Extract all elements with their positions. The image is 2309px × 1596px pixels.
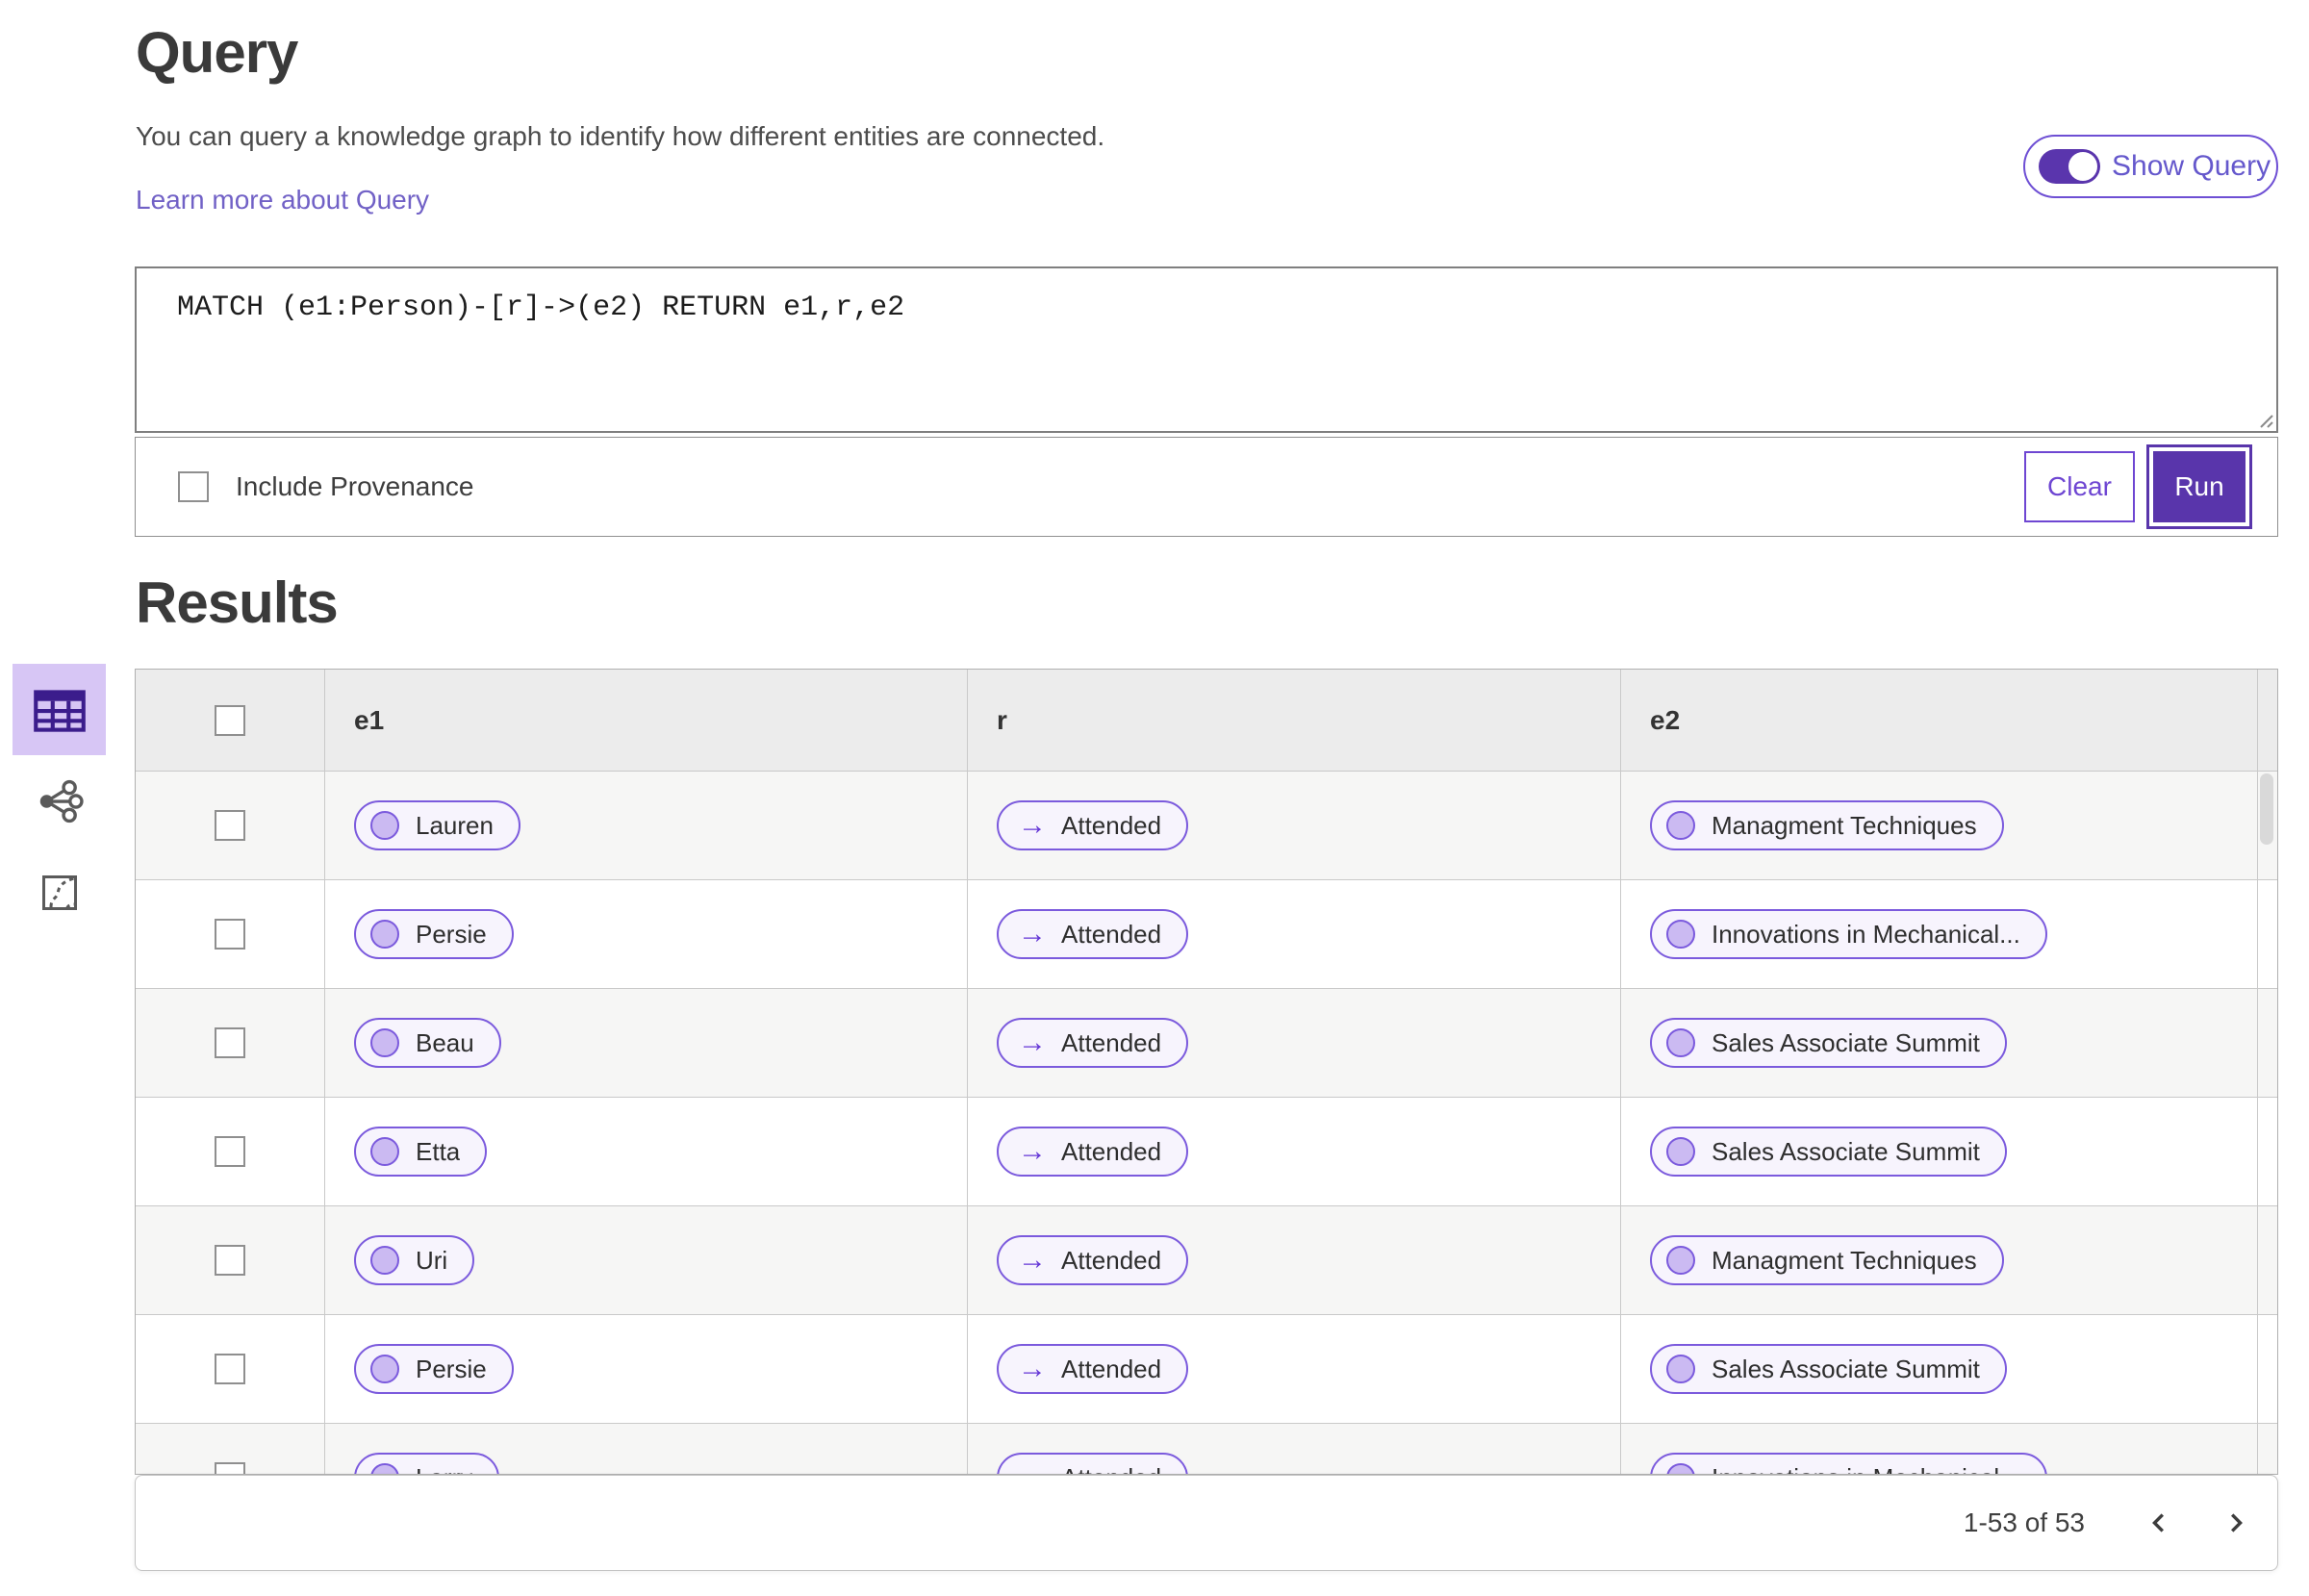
entity-node-icon <box>370 1355 399 1383</box>
row-checkbox[interactable] <box>215 919 245 950</box>
column-header-r: r <box>997 704 1007 735</box>
include-provenance-label: Include Provenance <box>236 471 474 501</box>
entity-pill-e2[interactable]: Managment Techniques <box>1650 1235 2004 1285</box>
previous-page-button[interactable] <box>2139 1502 2181 1544</box>
entity-pill-e1[interactable]: Etta <box>354 1127 488 1177</box>
table-header-row: e1 r e2 <box>136 670 2277 771</box>
entity-pill-e2[interactable]: Sales Associate Summit <box>1650 1018 2007 1068</box>
column-header-e2: e2 <box>1650 704 1681 735</box>
entity-node-icon <box>1666 1463 1695 1474</box>
entity-node-icon <box>1666 811 1695 840</box>
table-view-button[interactable] <box>13 664 106 755</box>
relation-arrow-icon: → <box>1018 1463 1047 1475</box>
clear-button[interactable]: Clear <box>2024 451 2135 522</box>
entity-node-icon <box>370 811 399 840</box>
entity-pill-e1[interactable]: Persie <box>354 1344 514 1394</box>
results-table: e1 r e2 Lauren → Attended <box>135 669 2278 1475</box>
entity-node-icon <box>1666 1137 1695 1166</box>
table-row: Lauren → Attended Managment Techniques <box>136 771 2277 879</box>
pagination-bar: 1-53 of 53 <box>135 1475 2278 1571</box>
entity-node-icon <box>370 920 399 949</box>
graph-view-button[interactable] <box>13 755 106 847</box>
entity-pill-e2[interactable]: Managment Techniques <box>1650 800 2004 850</box>
table-row: Beau → Attended Sales Associate Summit <box>136 988 2277 1097</box>
query-input[interactable]: MATCH (e1:Person)-[r]->(e2) RETURN e1,r,… <box>135 266 2278 433</box>
table-row: Larry → Attended Innovations in Mechanic… <box>136 1423 2277 1475</box>
relation-pill[interactable]: → Attended <box>997 800 1189 850</box>
relation-arrow-icon: → <box>1018 1244 1047 1276</box>
results-title: Results <box>136 570 339 635</box>
entity-pill-e2[interactable]: Sales Associate Summit <box>1650 1127 2007 1177</box>
learn-more-link[interactable]: Learn more about Query <box>136 185 430 215</box>
entity-pill-e1[interactable]: Larry <box>354 1453 500 1474</box>
row-checkbox[interactable] <box>215 1027 245 1058</box>
run-button[interactable]: Run <box>2153 451 2246 522</box>
entity-pill-e2[interactable]: Innovations in Mechanical... <box>1650 1453 2047 1474</box>
relation-arrow-icon: → <box>1018 918 1047 950</box>
entity-node-icon <box>370 1246 399 1275</box>
table-body: Lauren → Attended Managment Techniques <box>136 771 2277 1475</box>
entity-node-icon <box>1666 920 1695 949</box>
relation-pill[interactable]: → Attended <box>997 1018 1189 1068</box>
show-query-label: Show Query <box>2112 150 2271 182</box>
toggle-switch-icon <box>2039 149 2100 184</box>
pagination-range-label: 1-53 of 53 <box>1963 1507 2085 1537</box>
show-query-toggle[interactable]: Show Query <box>2023 135 2278 198</box>
entity-pill-e2[interactable]: Innovations in Mechanical... <box>1650 909 2047 959</box>
column-header-e1: e1 <box>354 704 385 735</box>
entity-node-icon <box>370 1028 399 1057</box>
row-checkbox[interactable] <box>215 1354 245 1384</box>
relation-arrow-icon: → <box>1018 1135 1047 1167</box>
entity-node-icon <box>370 1463 399 1474</box>
entity-pill-e1[interactable]: Uri <box>354 1235 475 1285</box>
include-provenance-checkbox[interactable] <box>178 471 209 502</box>
relation-pill[interactable]: → Attended <box>997 1453 1189 1475</box>
relation-arrow-icon: → <box>1018 1026 1047 1058</box>
chevron-right-icon <box>2231 1513 2243 1533</box>
relation-arrow-icon: → <box>1018 1353 1047 1384</box>
query-description: You can query a knowledge graph to ident… <box>136 121 1105 151</box>
row-checkbox[interactable] <box>215 810 245 841</box>
chevron-left-icon <box>2152 1513 2164 1533</box>
entity-pill-e1[interactable]: Beau <box>354 1018 501 1068</box>
table-row: Etta → Attended Sales Associate Summit <box>136 1097 2277 1205</box>
row-checkbox[interactable] <box>215 1245 245 1276</box>
run-button-focus-ring: Run <box>2146 444 2252 529</box>
entity-node-icon <box>1666 1355 1695 1383</box>
relation-pill[interactable]: → Attended <box>997 909 1189 959</box>
relation-pill[interactable]: → Attended <box>997 1235 1189 1285</box>
row-checkbox[interactable] <box>215 1462 245 1474</box>
next-page-button[interactable] <box>2214 1502 2256 1544</box>
row-checkbox[interactable] <box>215 1136 245 1167</box>
entity-node-icon <box>370 1137 399 1166</box>
relation-pill[interactable]: → Attended <box>997 1127 1189 1177</box>
entity-node-icon <box>1666 1246 1695 1275</box>
table-row: Persie → Attended Innovations in Mechani… <box>136 879 2277 988</box>
table-icon <box>33 689 86 732</box>
resize-handle-icon[interactable] <box>2253 408 2274 429</box>
query-footer: Include Provenance Clear Run <box>135 437 2278 537</box>
toggle-knob <box>2068 152 2097 181</box>
table-row: Persie → Attended Sales Associate Summit <box>136 1314 2277 1423</box>
entity-pill-e1[interactable]: Persie <box>354 909 514 959</box>
entity-pill-e1[interactable]: Lauren <box>354 800 520 850</box>
path-icon <box>41 874 77 910</box>
vertical-scrollbar-thumb[interactable] <box>2260 773 2273 845</box>
relation-pill[interactable]: → Attended <box>997 1344 1189 1394</box>
relation-arrow-icon: → <box>1018 809 1047 841</box>
select-all-checkbox[interactable] <box>215 704 245 736</box>
results-view-sidebar <box>13 664 106 938</box>
entity-node-icon <box>1666 1028 1695 1057</box>
entity-pill-e2[interactable]: Sales Associate Summit <box>1650 1344 2007 1394</box>
table-row: Uri → Attended Managment Techniques <box>136 1205 2277 1314</box>
query-text: MATCH (e1:Person)-[r]->(e2) RETURN e1,r,… <box>177 291 905 324</box>
page-title: Query <box>136 20 298 85</box>
graph-icon <box>39 779 84 823</box>
path-view-button[interactable] <box>13 847 106 938</box>
